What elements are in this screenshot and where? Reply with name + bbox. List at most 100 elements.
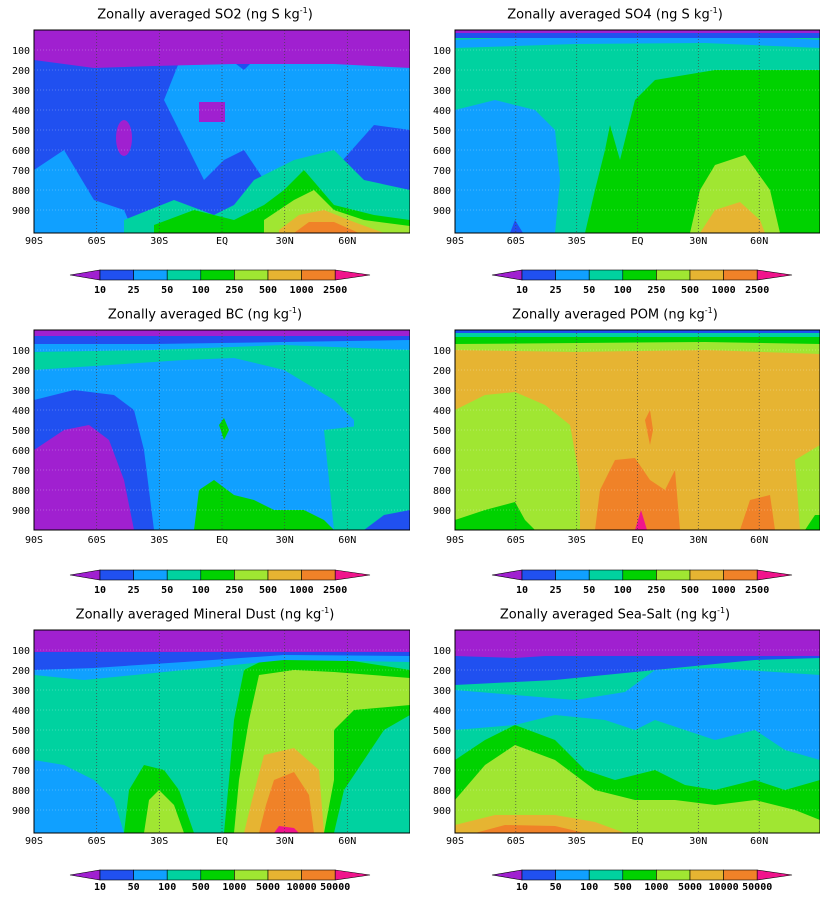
colorbar-arrow-high: [334, 569, 371, 581]
colorbar-label: 100: [580, 882, 598, 892]
colorbar-arrow-high: [756, 869, 793, 881]
chart-svg: 100 200 300 400 500 600 700 800 900 90S …: [12, 29, 411, 296]
colorbar-label: 1000: [222, 882, 246, 892]
title-text: Zonally averaged POM: [512, 307, 660, 323]
grid-lines: [96, 330, 348, 530]
contour-c1-corner: [510, 220, 523, 233]
plot-frame: [454, 329, 820, 531]
contour-c1-corner: [364, 510, 410, 530]
x-tick: EQ: [631, 236, 643, 247]
x-tick: 30S: [568, 836, 586, 847]
y-tick: 200: [433, 366, 451, 377]
y-tick: 400: [433, 406, 451, 417]
x-tick: 90S: [25, 535, 43, 546]
colorbar-swatch: [234, 569, 269, 581]
x-axis: 90S 60S 30S EQ 30N 60N: [25, 236, 356, 247]
colorbar-swatch: [622, 869, 657, 881]
y-tick: 600: [12, 446, 30, 457]
units-text: (ng kg: [247, 307, 290, 323]
colorbar-label: 10000: [287, 882, 317, 892]
contour-c7-right: [740, 495, 775, 530]
y-tick: 600: [433, 446, 451, 457]
colorbar-label: 5000: [678, 882, 702, 892]
y-tick: 100: [12, 346, 30, 357]
contour-c5: [690, 155, 780, 233]
y-tick: 200: [433, 66, 451, 77]
colorbar: 10 50 100 500 1000 5000 10000 50000: [69, 869, 371, 893]
colorbar-swatch: [723, 269, 758, 281]
units-close: ): [717, 7, 723, 23]
colorbar-label: 250: [647, 285, 665, 296]
y-tick: 400: [12, 706, 30, 717]
y-tick: 400: [12, 406, 30, 417]
y-tick: 500: [12, 726, 30, 737]
colorbar-swatch: [133, 269, 168, 281]
y-axis: 100 200 300 400 500 600 700 800 900: [12, 646, 30, 817]
x-tick: 30S: [150, 836, 168, 847]
plot-area: [33, 29, 411, 234]
x-tick: EQ: [631, 535, 643, 546]
x-tick: 60S: [507, 836, 525, 847]
y-tick: 600: [433, 746, 451, 757]
panel-pom: Zonally averaged POM (ng kg-1): [410, 300, 820, 597]
panel-bc: Zonally averaged BC (ng kg-1): [0, 300, 411, 597]
title-text: Zonally averaged BC: [107, 307, 244, 323]
colorbar-labels: 10 25 50 100 250 500 1000 2500: [516, 285, 769, 296]
y-axis: 100 200 300 400 500 600 700 800 900: [12, 346, 30, 517]
units-superscript: -1: [709, 6, 718, 15]
colorbar-swatch: [301, 269, 336, 281]
colorbar-swatch: [200, 269, 235, 281]
y-tick: 600: [12, 146, 30, 157]
y-tick: 700: [12, 166, 30, 177]
colorbar-arrow-low: [491, 569, 523, 581]
colorbar-label: 50: [161, 585, 173, 596]
colorbar-label: 1000: [290, 585, 314, 596]
contour-c1-top: [455, 330, 820, 333]
y-tick: 900: [12, 506, 30, 517]
units-text: (ng kg: [663, 307, 705, 323]
colorbar-swatch: [200, 569, 235, 581]
y-tick: 600: [12, 746, 30, 757]
chart-title: Zonally averaged POM (ng kg-1): [410, 306, 820, 322]
colorbar-swatch: [588, 269, 624, 281]
colorbar-label: 100: [614, 285, 632, 296]
y-tick: 400: [433, 706, 451, 717]
y-tick: 200: [12, 66, 30, 77]
y-tick: 500: [12, 426, 30, 437]
colorbar-swatch: [521, 569, 556, 581]
y-tick: 700: [433, 466, 451, 477]
y-axis: 100 200 300 400 500 600 700 800 900: [433, 646, 451, 817]
colorbar-swatch: [555, 269, 590, 281]
y-tick: 700: [12, 466, 30, 477]
colorbar-label: 500: [681, 585, 699, 596]
y-tick: 600: [433, 146, 451, 157]
y-tick: 400: [433, 106, 451, 117]
chart-svg: 100 200 300 400 500 600 700 800 900 90S …: [12, 629, 411, 893]
x-tick: 60S: [507, 236, 525, 247]
colorbar: 10 25 50 100 250 500 1000 2500: [69, 569, 371, 596]
title-text: Zonally averaged Mineral Dust: [75, 607, 276, 623]
colorbar-label: 50: [550, 882, 562, 892]
contour-c0-top: [34, 630, 410, 652]
contour-c4-left: [455, 502, 535, 530]
y-tick: 200: [433, 666, 451, 677]
x-tick: 30N: [689, 535, 707, 546]
y-tick: 300: [433, 86, 451, 97]
colorbar-swatch: [689, 269, 724, 281]
chart-title: Zonally averaged SO2 (ng S kg-1): [0, 6, 410, 22]
chart-title: Zonally averaged Mineral Dust (ng kg-1): [0, 606, 410, 622]
contour-c0-band: [455, 630, 820, 658]
x-tick: 30S: [150, 535, 168, 546]
x-tick: 30N: [689, 236, 707, 247]
units-close: ): [329, 607, 335, 623]
y-tick: 100: [433, 646, 451, 657]
x-tick: 60N: [338, 836, 356, 847]
colorbar-label: 100: [158, 882, 176, 892]
colorbar-labels: 10 25 50 100 250 500 1000 2500: [94, 285, 347, 296]
contour-c5-right: [795, 445, 820, 530]
contour-c8: [274, 826, 299, 833]
chart-title: Zonally averaged BC (ng kg-1): [0, 306, 410, 322]
x-tick: 30S: [150, 236, 168, 247]
chart-svg: 100 200 300 400 500 600 700 800 900 90S …: [433, 629, 820, 893]
units-close: ): [297, 307, 303, 323]
